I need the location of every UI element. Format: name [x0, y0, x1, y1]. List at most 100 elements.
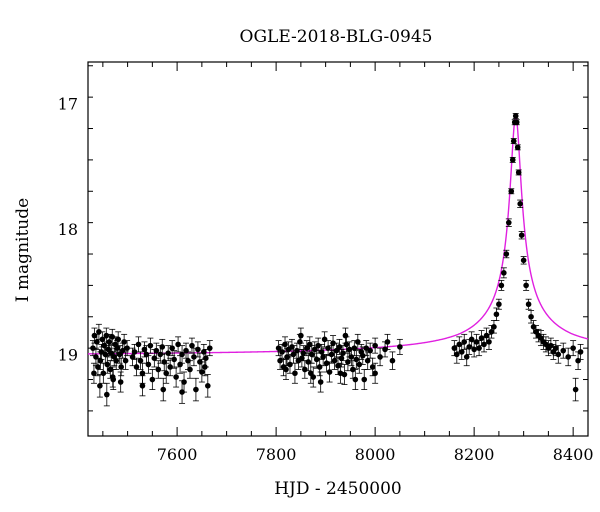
data-point [555, 351, 562, 358]
y-tick-labels: 17 18 19 [58, 94, 78, 364]
data-point [348, 354, 355, 360]
data-point [525, 301, 532, 308]
data-point [372, 370, 378, 377]
data-point [299, 355, 305, 361]
data-point [294, 347, 300, 354]
data-point [518, 232, 525, 238]
data-point [139, 370, 146, 377]
data-point [468, 336, 475, 343]
data-point [169, 345, 175, 351]
data-point [160, 386, 167, 393]
data-point [509, 157, 516, 163]
data-point [505, 219, 512, 226]
data-point [330, 340, 336, 346]
data-point [353, 356, 360, 363]
data-point [113, 357, 120, 364]
data-point [512, 113, 519, 119]
data-point [316, 364, 323, 370]
data-point [335, 362, 341, 369]
data-point [290, 351, 297, 358]
data-point [463, 354, 470, 360]
data-point [514, 144, 521, 151]
data-point [321, 336, 328, 343]
plot-frame [87, 61, 589, 437]
data-point [175, 341, 181, 348]
data-point [333, 347, 340, 354]
data-point [124, 345, 130, 351]
data-point [104, 361, 111, 368]
data-point [372, 342, 378, 349]
data-point [481, 341, 487, 348]
data-point [352, 376, 359, 383]
data-point [205, 382, 211, 389]
data-point [553, 345, 559, 351]
data-point [359, 352, 366, 359]
x-tick-label: 8400 [553, 445, 594, 464]
data-point [116, 351, 123, 358]
data-point [560, 347, 567, 354]
data-point [167, 364, 173, 370]
data-point [193, 386, 199, 393]
data-point [304, 345, 310, 351]
data-point [498, 282, 505, 289]
data-point [106, 339, 113, 345]
data-point [565, 354, 571, 360]
data-point [289, 344, 295, 350]
data-point [145, 361, 152, 368]
data-point [165, 350, 171, 356]
data-point [458, 349, 465, 355]
data-point [317, 379, 324, 385]
data-point [355, 339, 361, 345]
data-point [548, 342, 554, 349]
data-point [300, 350, 307, 356]
data-point [496, 301, 502, 308]
data-point [292, 370, 298, 377]
data-point [153, 347, 160, 354]
data-point [171, 356, 177, 363]
x-tick-label: 7600 [157, 445, 198, 464]
data-point [570, 345, 576, 351]
data-point [206, 345, 213, 351]
data-point [282, 341, 288, 348]
data-point [478, 335, 485, 341]
data-point [454, 351, 460, 358]
data-point [91, 370, 97, 377]
data-point [315, 342, 321, 349]
data-points [89, 113, 584, 407]
y-axis-label: I magnitude [13, 198, 33, 302]
y-tick-label: 19 [58, 345, 78, 364]
data-point [397, 344, 403, 350]
data-point [331, 357, 338, 364]
data-point [117, 379, 124, 385]
data-point [523, 282, 529, 289]
data-point [149, 376, 156, 383]
data-point [155, 366, 162, 373]
data-point [320, 354, 326, 360]
data-point [361, 376, 368, 383]
data-point [342, 332, 349, 339]
data-point [109, 374, 116, 380]
data-point [384, 339, 391, 345]
data-point [501, 270, 507, 276]
data-point [575, 357, 581, 364]
data-point [187, 366, 193, 373]
data-point [195, 346, 201, 353]
data-point [510, 138, 517, 144]
data-point [326, 369, 333, 375]
data-point [201, 349, 207, 355]
data-point [103, 332, 110, 339]
data-point [297, 339, 303, 345]
data-point [517, 201, 523, 207]
data-point [97, 357, 104, 364]
y-tick-label: 17 [58, 94, 78, 113]
data-point [351, 345, 358, 351]
data-point [308, 351, 315, 358]
data-point [121, 339, 127, 345]
x-tick-labels: 7600 7800 8000 8200 8400 [157, 445, 594, 464]
data-point [91, 332, 98, 339]
data-point [131, 349, 138, 355]
data-point [199, 369, 205, 375]
data-point [298, 332, 304, 339]
data-point [118, 364, 124, 370]
